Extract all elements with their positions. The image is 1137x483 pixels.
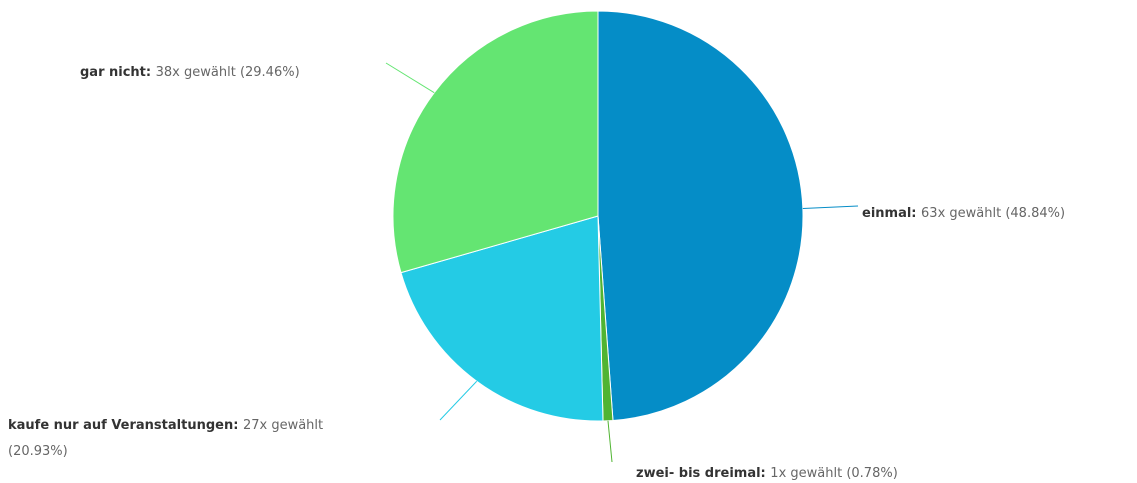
slice-label-count: 27x gewählt (243, 418, 323, 433)
slice-label: zwei- bis dreimal: 1x gewählt (0.78%) (636, 466, 898, 481)
slice-label: (20.93%) (8, 444, 68, 459)
connector-line (607, 420, 613, 463)
connector-line (385, 62, 435, 94)
slice-label: kaufe nur auf Veranstaltungen: 27x gewäh… (8, 418, 323, 433)
data-labels: einmal: 63x gewählt (48.84%) zwei- bis dr… (8, 65, 1065, 481)
pie-slice-kaufe-nur-auf-veranstaltungen[interactable] (400, 215, 604, 422)
slice-label-value: 38x gewählt (29.46%) (156, 65, 300, 80)
connector-line (802, 205, 859, 210)
slice-label-name: zwei- bis dreimal: (636, 466, 770, 481)
slice-label-percent: (20.93%) (8, 444, 68, 459)
slice-label-value: 63x gewählt (48.84%) (921, 206, 1065, 221)
slice-label: einmal: 63x gewählt (48.84%) (862, 206, 1065, 221)
slice-label-value: 1x gewählt (0.78%) (770, 466, 897, 481)
slice-label-name: kaufe nur auf Veranstaltungen: (8, 418, 243, 433)
connector-line (439, 380, 478, 421)
pie-slice-einmal[interactable] (597, 10, 804, 421)
pie-slices (392, 10, 804, 422)
slice-label-name: einmal: (862, 206, 921, 221)
slice-label-name: gar nicht: (80, 65, 156, 80)
label-connectors (385, 62, 859, 463)
slice-label: gar nicht: 38x gewählt (29.46%) (80, 65, 300, 80)
